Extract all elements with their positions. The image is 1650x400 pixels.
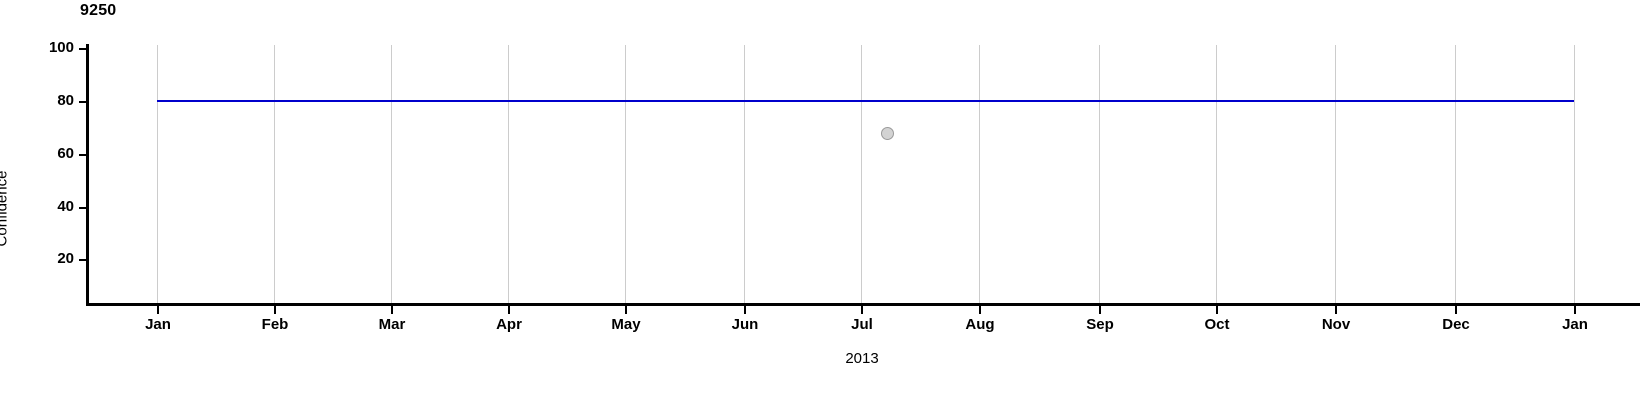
x-tick-mark (391, 306, 393, 314)
x-tick-mark (1099, 306, 1101, 314)
x-tick-label: Apr (496, 316, 522, 333)
data-point[interactable] (880, 126, 894, 140)
gridline-vertical (979, 45, 980, 303)
x-tick-label: Aug (965, 316, 995, 333)
x-tick-mark (744, 306, 746, 314)
x-tick-mark (1216, 306, 1218, 314)
x-tick-mark (625, 306, 627, 314)
x-tick-label: May (611, 316, 641, 333)
gridline-vertical (744, 45, 745, 303)
x-tick-label: Jul (851, 316, 873, 333)
x-tick-label: Jan (1562, 316, 1588, 333)
x-tick-label: Jan (145, 316, 171, 333)
y-tick-mark (79, 48, 86, 50)
x-axis-line (86, 303, 1640, 306)
x-tick-label: Feb (261, 316, 289, 333)
y-tick-label: 40 (57, 198, 74, 215)
gridline-vertical (1335, 45, 1336, 303)
y-tick-mark (79, 101, 86, 103)
y-tick-mark (79, 259, 86, 261)
x-tick-mark (274, 306, 276, 314)
gridline-vertical (391, 45, 392, 303)
chart-title: 9250 (80, 2, 117, 19)
x-tick-label: Oct (1204, 316, 1230, 333)
y-tick-mark (79, 154, 86, 156)
gridline-vertical (274, 45, 275, 303)
x-tick-mark (979, 306, 981, 314)
y-tick-label: 20 (57, 250, 74, 267)
gridline-vertical (157, 45, 158, 303)
y-tick-mark (79, 207, 86, 209)
gridline-vertical (1455, 45, 1456, 303)
gridline-vertical (508, 45, 509, 303)
gridline-vertical (1216, 45, 1217, 303)
x-tick-label: Nov (1321, 316, 1351, 333)
x-tick-label: Sep (1086, 316, 1114, 333)
gridline-vertical (861, 45, 862, 303)
x-axis-title: 2013 (845, 350, 879, 367)
x-tick-label: Mar (378, 316, 406, 333)
y-axis-line (86, 44, 89, 304)
gridline-vertical (1574, 45, 1575, 303)
y-tick-label: 80 (57, 92, 74, 109)
x-tick-mark (508, 306, 510, 314)
y-tick-label: 100 (48, 39, 74, 56)
x-tick-mark (1335, 306, 1337, 314)
gridline-vertical (1099, 45, 1100, 303)
x-tick-mark (1574, 306, 1576, 314)
x-tick-label: Jun (731, 316, 759, 333)
gridline-vertical (625, 45, 626, 303)
y-tick-label: 60 (57, 145, 74, 162)
x-tick-mark (1455, 306, 1457, 314)
threshold-line (157, 100, 1574, 102)
x-tick-label: Dec (1442, 316, 1470, 333)
x-tick-mark (861, 306, 863, 314)
x-tick-mark (157, 306, 159, 314)
